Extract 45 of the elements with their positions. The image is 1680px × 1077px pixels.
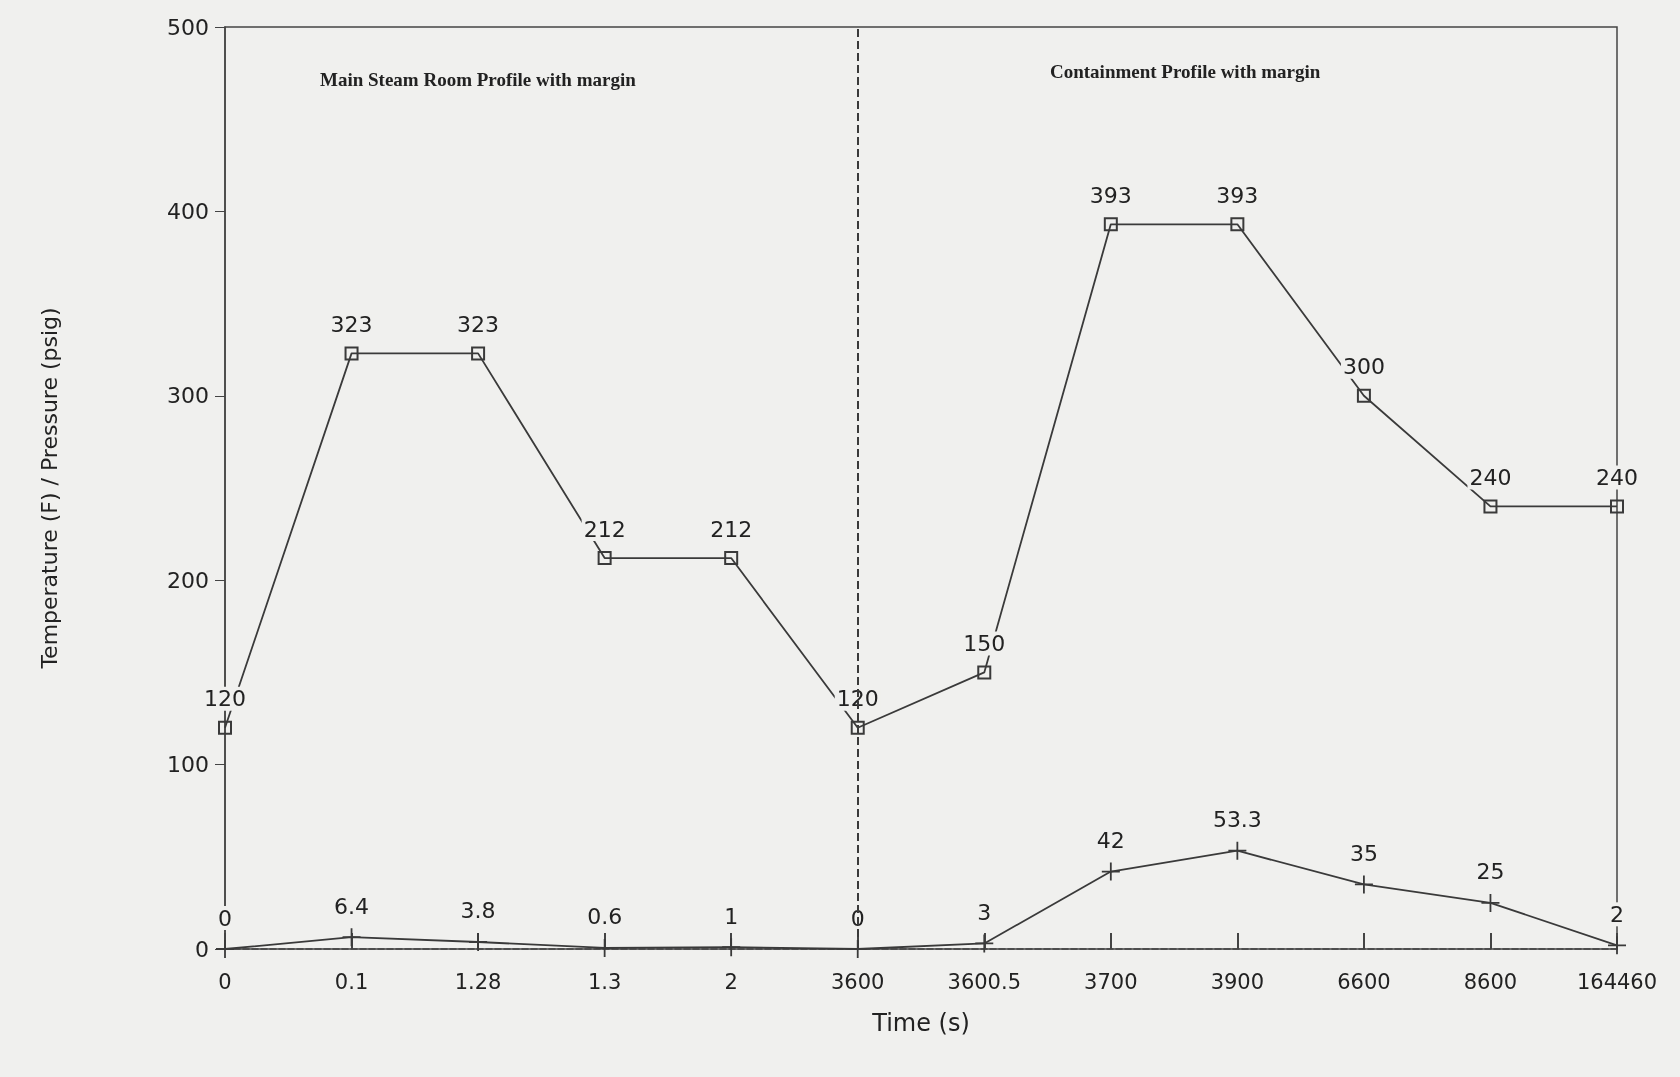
data-label: 1 xyxy=(724,903,739,929)
annotation: Main Steam Room Profile with margin xyxy=(320,69,637,90)
data-label: 53.3 xyxy=(1212,807,1262,833)
x-tick-label: 2 xyxy=(724,969,738,994)
x-tick-label: 3600.5 xyxy=(947,969,1022,994)
data-label: 300 xyxy=(1342,354,1385,380)
x-axis-title: Time (s) xyxy=(871,1009,970,1037)
y-tick-label: 100 xyxy=(167,752,209,778)
y-tick-label: 200 xyxy=(167,567,209,593)
data-label: 3.8 xyxy=(460,898,496,924)
data-label: 212 xyxy=(710,516,753,542)
data-label: 2 xyxy=(1610,901,1624,927)
data-label: 25 xyxy=(1476,859,1505,885)
data-label: 0.6 xyxy=(587,904,623,930)
data-label: 35 xyxy=(1349,840,1378,866)
data-label: 393 xyxy=(1216,182,1259,208)
x-tick-label: 8600 xyxy=(1463,969,1518,994)
x-tick-label: 1.28 xyxy=(454,969,502,994)
y-tick-label: 400 xyxy=(167,198,209,224)
data-label: 240 xyxy=(1469,464,1512,490)
y-tick-label: 0 xyxy=(195,936,209,962)
annotation: Containment Profile with margin xyxy=(1050,61,1321,82)
data-label: 42 xyxy=(1096,828,1125,854)
data-label: 240 xyxy=(1596,464,1638,490)
x-tick-label: 6600 xyxy=(1337,969,1391,994)
x-tick-label: 3700 xyxy=(1084,969,1138,994)
x-tick-label: 3600 xyxy=(831,969,885,994)
data-label: 393 xyxy=(1089,182,1132,208)
data-label: 150 xyxy=(963,630,1006,656)
y-tick-label: 500 xyxy=(167,14,209,40)
x-tick-label: 0.1 xyxy=(334,969,369,994)
data-label: 323 xyxy=(330,311,373,337)
y-axis-title: Temperature (F) / Pressure (psig) xyxy=(36,307,62,670)
y-tick-label: 300 xyxy=(167,383,209,409)
data-label: 323 xyxy=(457,311,500,337)
data-label: 0 xyxy=(218,905,232,931)
x-tick-label: 0 xyxy=(218,969,232,994)
x-tick-label: 164460 xyxy=(1576,969,1658,994)
x-tick-label: 1.3 xyxy=(587,969,622,994)
data-label: 3 xyxy=(977,899,992,925)
x-tick-label: 3900 xyxy=(1210,969,1265,994)
data-label: 6.4 xyxy=(334,893,370,919)
data-label: 120 xyxy=(204,686,246,712)
data-label: 120 xyxy=(836,686,879,712)
data-label: 212 xyxy=(583,516,626,542)
